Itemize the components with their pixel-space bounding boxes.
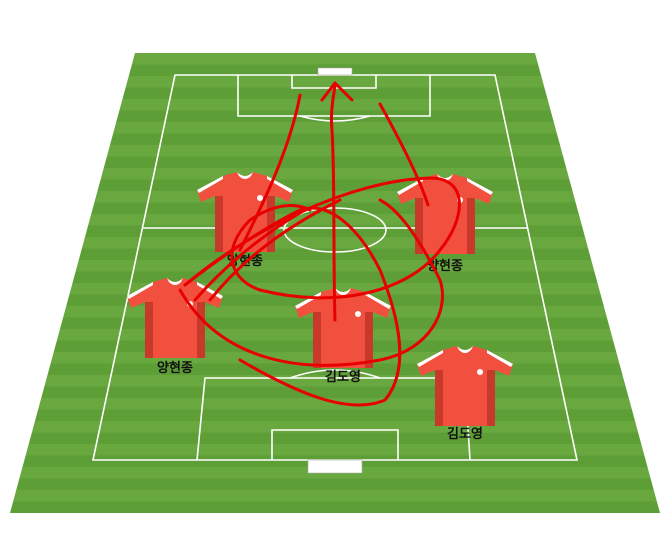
grass-stripe: [10, 421, 660, 433]
player-name: 양현종: [157, 360, 193, 376]
grass-stripe: [10, 386, 660, 399]
grass-stripe: [10, 168, 660, 180]
grass-stripe: [10, 53, 660, 65]
grass-stripe: [10, 122, 660, 134]
grass-stripe: [10, 375, 660, 387]
grass-stripe: [10, 99, 660, 111]
grass-stripe: [10, 444, 660, 456]
pitch-lines: [92, 67, 578, 474]
grass-stripe: [10, 156, 660, 169]
grass-stripe: [10, 145, 660, 157]
grass-stripe: [10, 398, 660, 410]
grass-stripe: [10, 409, 660, 422]
player-name: 김도영: [447, 427, 483, 442]
grass-stripe: [10, 501, 660, 513]
grass-stripe: [10, 478, 660, 491]
grass-stripe: [10, 490, 660, 502]
drawn-arrows: [178, 81, 461, 407]
player-name: 김도영: [325, 370, 361, 385]
grass-stripe: [10, 432, 660, 445]
grass-stripe: [10, 133, 660, 146]
